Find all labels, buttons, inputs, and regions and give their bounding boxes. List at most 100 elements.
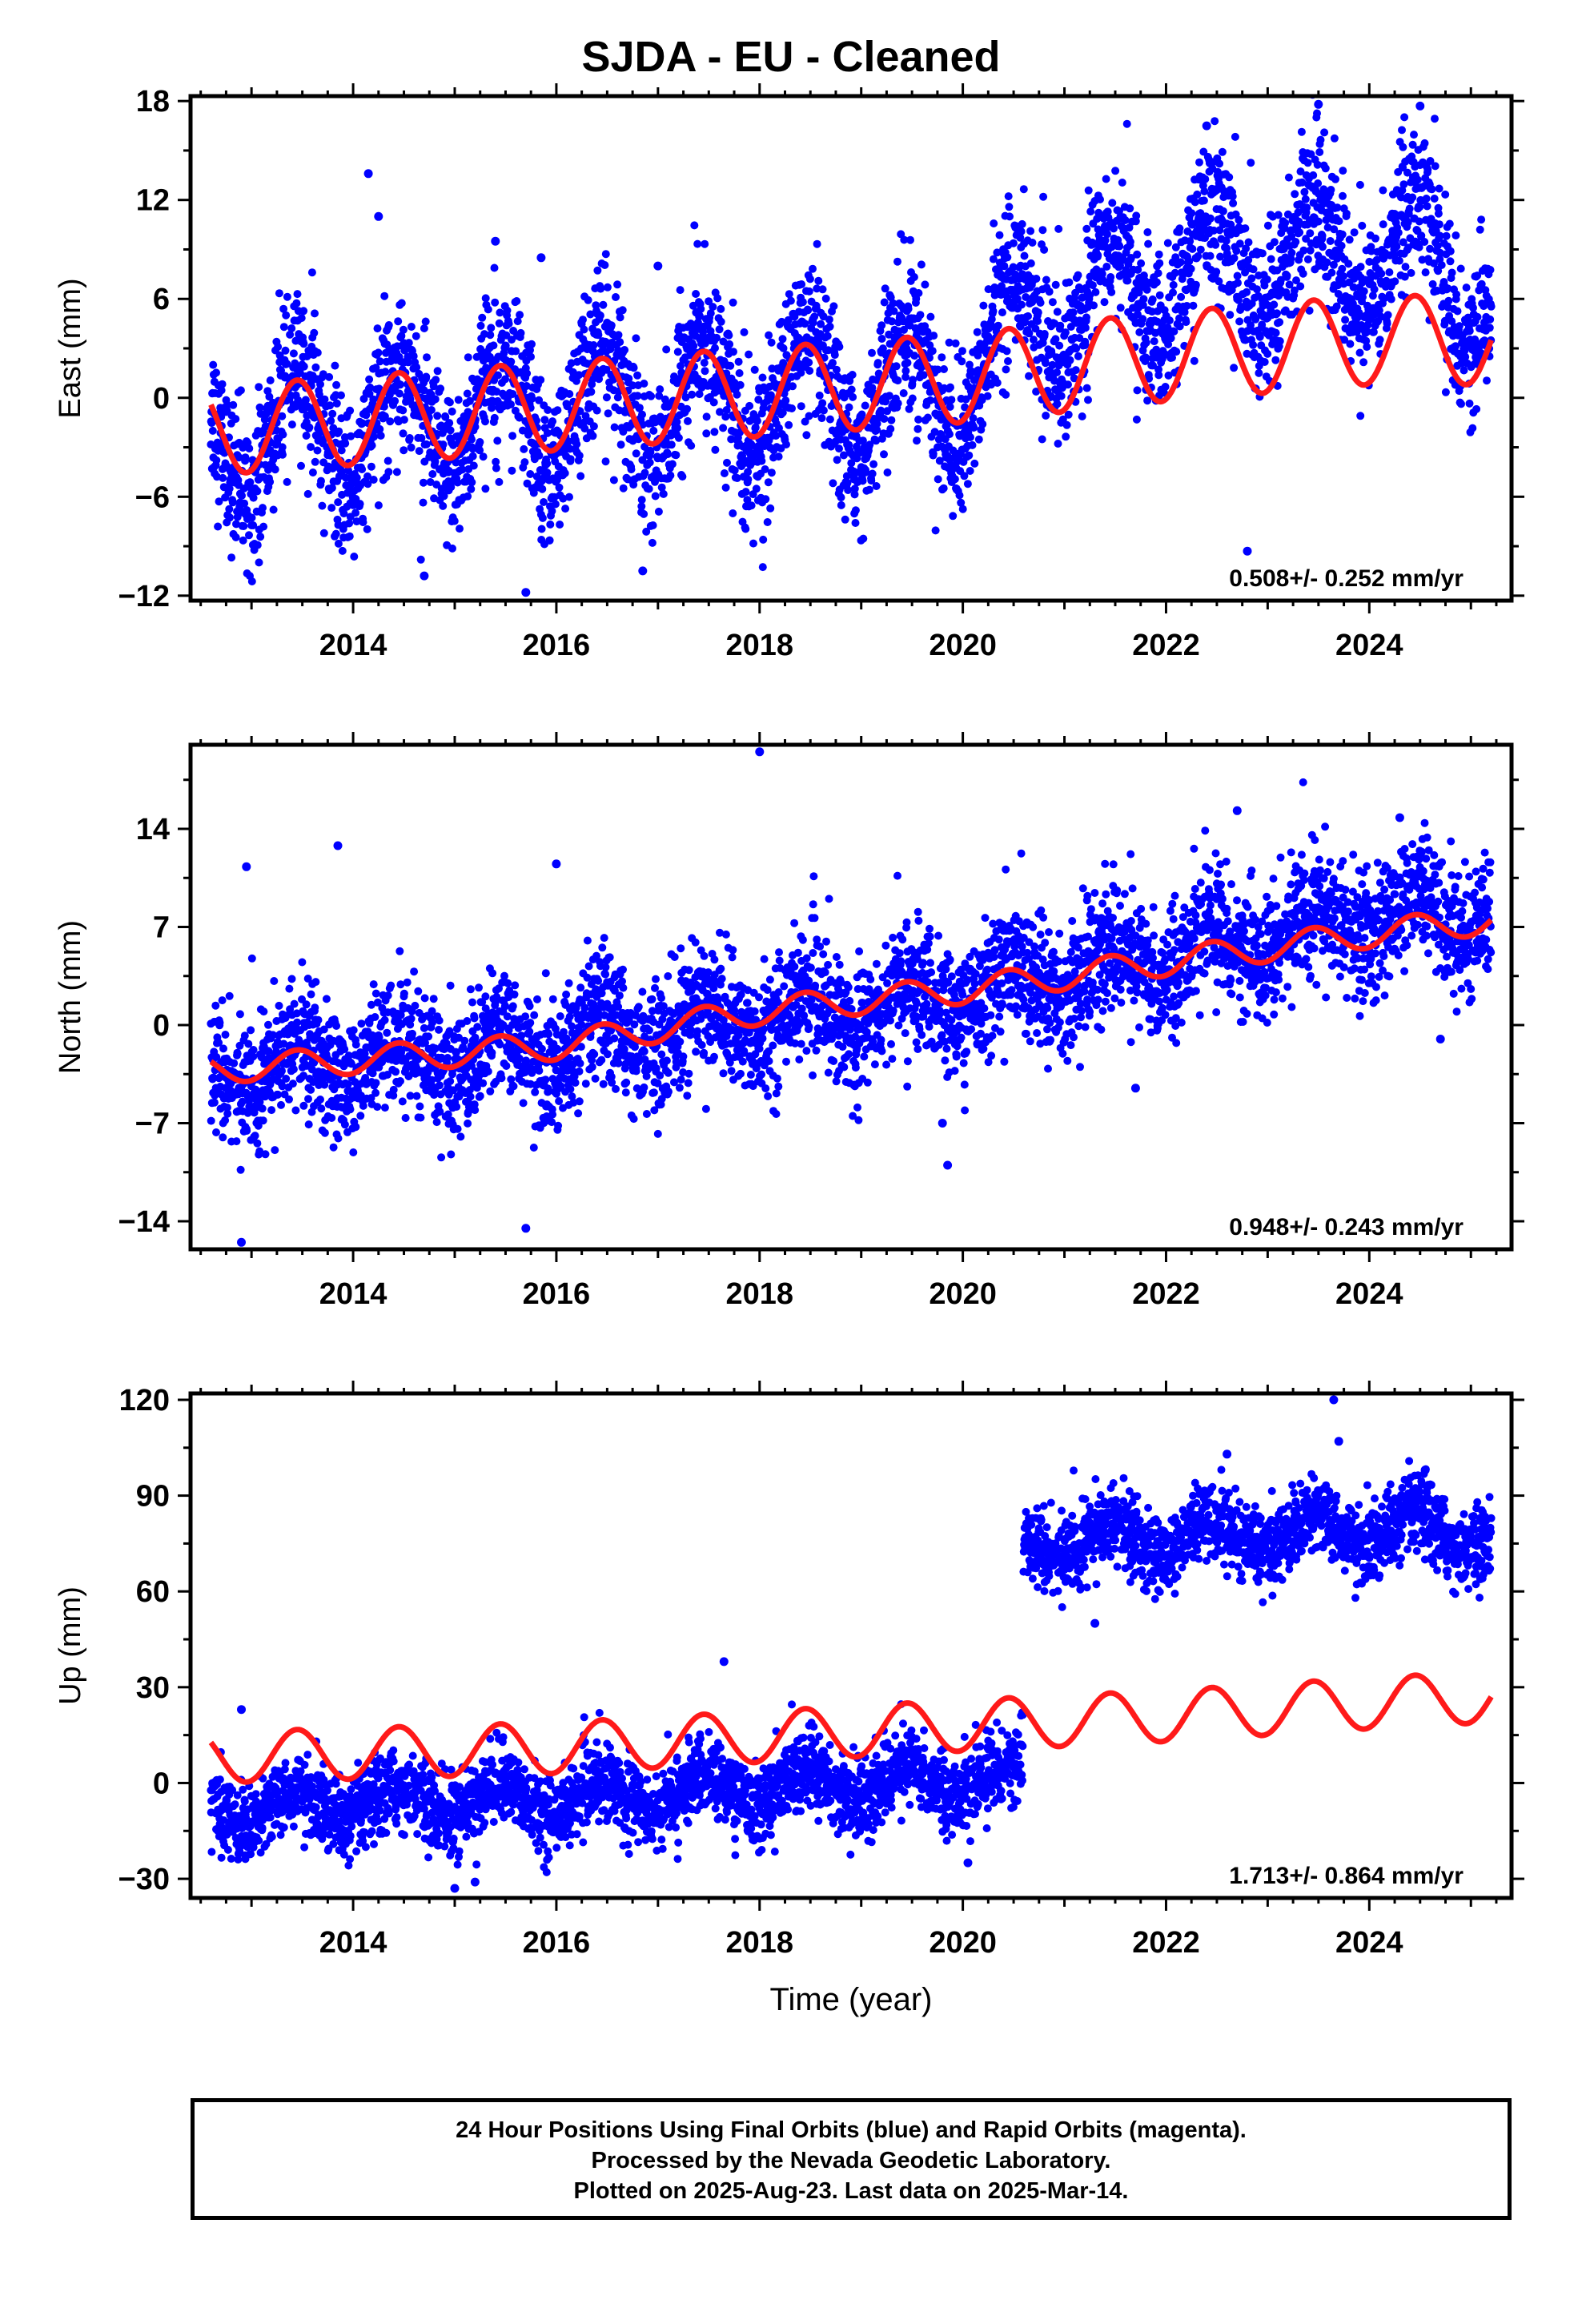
data-point bbox=[573, 414, 582, 423]
data-point bbox=[520, 458, 529, 467]
data-point bbox=[279, 323, 288, 332]
data-point bbox=[979, 301, 988, 310]
data-point bbox=[1465, 327, 1474, 336]
data-point bbox=[285, 1095, 293, 1104]
data-point bbox=[247, 513, 256, 522]
data-point bbox=[1355, 348, 1364, 357]
data-point bbox=[1088, 281, 1097, 290]
data-point bbox=[1115, 242, 1124, 251]
data-point bbox=[1291, 238, 1300, 246]
data-point bbox=[1193, 190, 1202, 199]
data-point bbox=[1230, 254, 1239, 263]
data-point bbox=[1477, 215, 1486, 224]
data-point bbox=[1303, 159, 1312, 167]
data-point bbox=[784, 316, 793, 324]
data-point bbox=[990, 219, 998, 227]
data-point bbox=[363, 472, 371, 480]
data-point bbox=[1444, 296, 1453, 305]
data-point bbox=[677, 362, 685, 370]
data-point bbox=[1253, 285, 1261, 294]
data-point bbox=[371, 1079, 380, 1088]
data-point bbox=[363, 525, 371, 533]
data-point bbox=[805, 287, 813, 296]
data-point bbox=[446, 1077, 455, 1086]
data-point bbox=[1091, 287, 1100, 296]
data-point bbox=[358, 465, 367, 473]
data-point bbox=[1407, 268, 1415, 277]
data-point bbox=[1175, 224, 1184, 233]
data-point bbox=[758, 373, 767, 382]
data-point bbox=[1244, 238, 1253, 247]
data-point bbox=[369, 476, 378, 484]
data-point bbox=[893, 376, 902, 385]
data-point bbox=[476, 321, 485, 330]
data-point bbox=[1395, 256, 1403, 265]
data-point bbox=[1391, 277, 1399, 286]
data-point bbox=[513, 317, 522, 326]
data-point bbox=[809, 264, 817, 273]
data-point bbox=[917, 260, 926, 269]
data-point bbox=[947, 396, 956, 404]
data-point bbox=[589, 422, 598, 431]
data-point bbox=[1387, 295, 1395, 304]
data-point bbox=[1081, 324, 1090, 332]
data-point bbox=[267, 1106, 276, 1115]
data-point bbox=[1020, 251, 1029, 260]
data-point bbox=[370, 432, 378, 441]
data-point bbox=[1084, 396, 1092, 404]
data-point bbox=[1078, 412, 1086, 420]
data-point bbox=[1326, 237, 1335, 245]
data-point bbox=[914, 289, 923, 297]
data-point bbox=[278, 412, 287, 420]
data-point bbox=[405, 434, 414, 442]
data-point bbox=[1299, 269, 1307, 278]
data-point bbox=[1206, 251, 1215, 260]
x-tick-label: 2016 bbox=[523, 629, 591, 662]
data-point bbox=[217, 386, 226, 395]
data-point bbox=[322, 995, 331, 1003]
data-point bbox=[277, 1100, 285, 1109]
data-point bbox=[729, 509, 737, 517]
data-point bbox=[1255, 368, 1263, 377]
data-point bbox=[1383, 311, 1392, 320]
data-point bbox=[596, 312, 604, 320]
data-point bbox=[1177, 292, 1186, 301]
data-point bbox=[429, 382, 438, 391]
data-point bbox=[648, 538, 656, 547]
data-point bbox=[1342, 209, 1351, 218]
data-point bbox=[1270, 300, 1279, 309]
data-point bbox=[913, 424, 922, 433]
data-point bbox=[383, 991, 392, 1000]
data-point bbox=[1086, 207, 1095, 216]
data-point bbox=[223, 400, 231, 409]
data-point bbox=[1434, 209, 1443, 218]
data-point bbox=[431, 457, 440, 466]
x-tick-label: 2022 bbox=[1132, 629, 1200, 662]
data-point bbox=[264, 1020, 272, 1029]
data-point bbox=[251, 1132, 259, 1140]
data-point bbox=[317, 1104, 326, 1113]
y-tick-label: 6 bbox=[153, 283, 170, 316]
data-point bbox=[934, 475, 942, 484]
data-point bbox=[818, 399, 827, 408]
data-point bbox=[293, 1018, 302, 1027]
data-point bbox=[1154, 250, 1163, 259]
data-point bbox=[798, 298, 807, 307]
data-point bbox=[697, 304, 705, 313]
data-point bbox=[481, 294, 490, 303]
data-point bbox=[427, 406, 436, 414]
data-point bbox=[1110, 224, 1118, 233]
data-point bbox=[881, 284, 889, 293]
data-point bbox=[1182, 318, 1191, 327]
data-point bbox=[717, 317, 725, 326]
data-point bbox=[1344, 259, 1353, 268]
data-point bbox=[566, 455, 575, 464]
data-point bbox=[1234, 279, 1242, 287]
data-point bbox=[1126, 204, 1134, 213]
data-point bbox=[548, 417, 557, 426]
data-point bbox=[399, 406, 408, 415]
data-point bbox=[1191, 198, 1199, 207]
data-point bbox=[429, 995, 438, 1003]
data-point bbox=[373, 1103, 382, 1112]
data-point bbox=[906, 235, 914, 244]
